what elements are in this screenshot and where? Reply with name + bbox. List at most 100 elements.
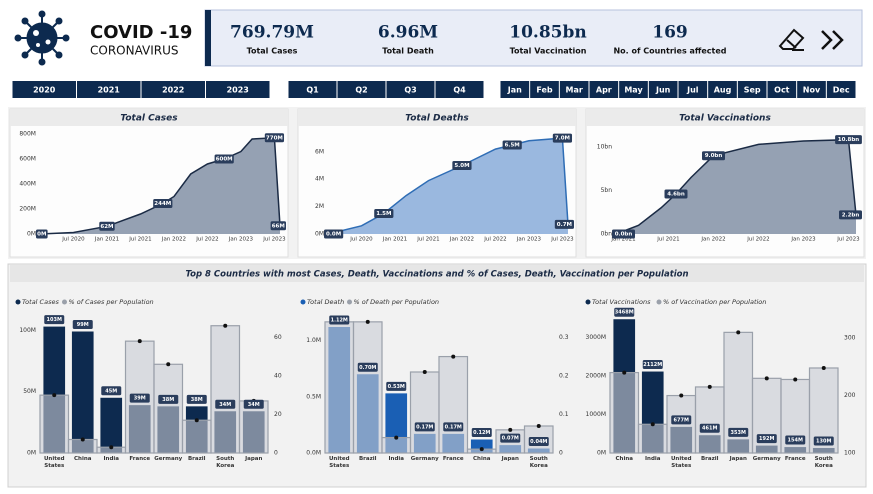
month-button[interactable] bbox=[500, 81, 530, 98]
x-tick-label-box: France bbox=[129, 456, 150, 462]
quarter-button[interactable] bbox=[435, 81, 484, 98]
kpi-value: 769.79M bbox=[230, 23, 314, 43]
month-button[interactable] bbox=[797, 81, 826, 98]
x-tick-label: South Korea bbox=[529, 456, 548, 469]
x-tick-label: Germany bbox=[410, 456, 439, 462]
x-tick-label-box: South Korea bbox=[529, 456, 548, 469]
x-tick-label: United States bbox=[670, 456, 692, 469]
month-label[interactable]: Nov bbox=[803, 86, 821, 95]
month-label[interactable]: Jul bbox=[686, 86, 699, 95]
y2-tick-label: 0 bbox=[274, 450, 278, 457]
quarter-button[interactable] bbox=[337, 81, 386, 98]
quarter-label[interactable]: Q2 bbox=[355, 86, 367, 95]
area-line bbox=[615, 138, 857, 235]
month-button[interactable] bbox=[559, 81, 589, 98]
month-button[interactable] bbox=[619, 81, 648, 98]
year-label[interactable]: 2022 bbox=[162, 86, 184, 95]
month-label[interactable]: Apr bbox=[596, 86, 612, 95]
month-button[interactable] bbox=[530, 81, 559, 98]
data-label: 353M bbox=[731, 430, 746, 436]
month-button[interactable] bbox=[648, 81, 678, 98]
x-tick-label: China bbox=[74, 456, 92, 462]
month-label[interactable]: Oct bbox=[774, 86, 790, 95]
month-label[interactable]: May bbox=[624, 86, 643, 95]
month-label[interactable]: Mar bbox=[566, 86, 583, 95]
x-tick-label: Germany bbox=[752, 456, 781, 462]
data-label-box bbox=[158, 394, 179, 404]
year-label[interactable]: 2021 bbox=[98, 86, 121, 95]
area-fill bbox=[616, 139, 856, 234]
quarter-button[interactable] bbox=[386, 81, 435, 98]
x-tick-label: Jul 2021 bbox=[128, 237, 151, 243]
month-button[interactable] bbox=[708, 81, 737, 98]
month-label[interactable]: Sep bbox=[744, 86, 761, 95]
percent-point bbox=[650, 422, 655, 427]
data-label: 770M bbox=[266, 135, 283, 141]
kpi-bar bbox=[204, 9, 863, 67]
data-label: 0.12M bbox=[473, 430, 490, 436]
data-label-box bbox=[471, 428, 492, 437]
x-tick-label-box: France bbox=[785, 456, 806, 462]
y-tick-label: 0bn bbox=[601, 231, 613, 238]
year-label[interactable]: 2023 bbox=[227, 86, 249, 95]
x-tick-label: Jan 2022 bbox=[449, 237, 474, 243]
data-label-box bbox=[552, 133, 573, 143]
x-tick-label: Germany bbox=[154, 456, 183, 462]
percent-step bbox=[39, 394, 70, 454]
month-label[interactable]: Jan bbox=[507, 86, 522, 95]
percent-step bbox=[637, 423, 668, 454]
x-tick-label-box: France bbox=[443, 456, 464, 462]
y-tick-label: 50M bbox=[23, 388, 36, 395]
y-tick-label: 2M bbox=[315, 203, 324, 210]
year-button[interactable] bbox=[206, 81, 270, 98]
month-label[interactable]: Aug bbox=[714, 86, 732, 95]
y-tick-label: 1000M bbox=[586, 411, 606, 418]
data-label: 3468M bbox=[615, 310, 634, 316]
year-label[interactable]: 2020 bbox=[33, 86, 56, 95]
section-title: Top 8 Countries with most Cases, Death, … bbox=[185, 270, 688, 280]
area-fill bbox=[328, 138, 568, 234]
percent-step bbox=[324, 321, 355, 454]
percent-step bbox=[409, 371, 440, 454]
y-tick-label: 2000M bbox=[586, 372, 606, 379]
quarter-button[interactable] bbox=[288, 81, 337, 98]
next-icon[interactable] bbox=[821, 30, 844, 50]
x-tick-label-box: Japan bbox=[245, 456, 262, 462]
month-button[interactable] bbox=[737, 81, 767, 98]
x-tick-label-box: Japan bbox=[502, 456, 519, 462]
data-label: 192M bbox=[759, 436, 774, 442]
data-label: 66M bbox=[272, 223, 285, 229]
data-label-box bbox=[664, 189, 688, 199]
month-button[interactable] bbox=[826, 81, 856, 98]
month-label[interactable]: Feb bbox=[536, 86, 553, 95]
kpi-value: 10.85bn bbox=[509, 23, 586, 43]
x-tick-label-box: Germany bbox=[752, 456, 781, 462]
x-tick-label-box: India bbox=[104, 456, 120, 462]
year-button[interactable] bbox=[12, 81, 77, 98]
month-button[interactable] bbox=[678, 81, 708, 98]
data-label: 244M bbox=[154, 201, 171, 207]
quarter-label[interactable]: Q3 bbox=[404, 86, 416, 95]
month-button[interactable] bbox=[589, 81, 619, 98]
data-label: 39M bbox=[134, 396, 146, 402]
data-label: 0.0M bbox=[326, 232, 341, 238]
year-button[interactable] bbox=[141, 81, 206, 98]
legend-marker bbox=[62, 299, 67, 305]
year-button[interactable] bbox=[77, 81, 141, 98]
eraser-icon[interactable] bbox=[778, 28, 805, 51]
percent-step bbox=[381, 436, 412, 454]
x-tick-label: Jul 2022 bbox=[195, 237, 218, 243]
month-label[interactable]: Jun bbox=[655, 86, 671, 95]
month-button[interactable] bbox=[767, 81, 797, 98]
quarter-label[interactable]: Q1 bbox=[306, 86, 319, 95]
x-tick-label-box: India bbox=[389, 456, 405, 462]
month-label[interactable]: Dec bbox=[833, 86, 850, 95]
y2-tick-label: 0.1 bbox=[559, 411, 569, 418]
header-subtitle: CORONAVIRUS bbox=[90, 44, 179, 58]
data-label: 0.17M bbox=[445, 424, 462, 430]
data-label-box bbox=[452, 161, 472, 171]
quarter-label[interactable]: Q4 bbox=[453, 86, 466, 95]
percent-step bbox=[438, 355, 469, 454]
x-tick-label: Jan 2021 bbox=[610, 237, 635, 243]
